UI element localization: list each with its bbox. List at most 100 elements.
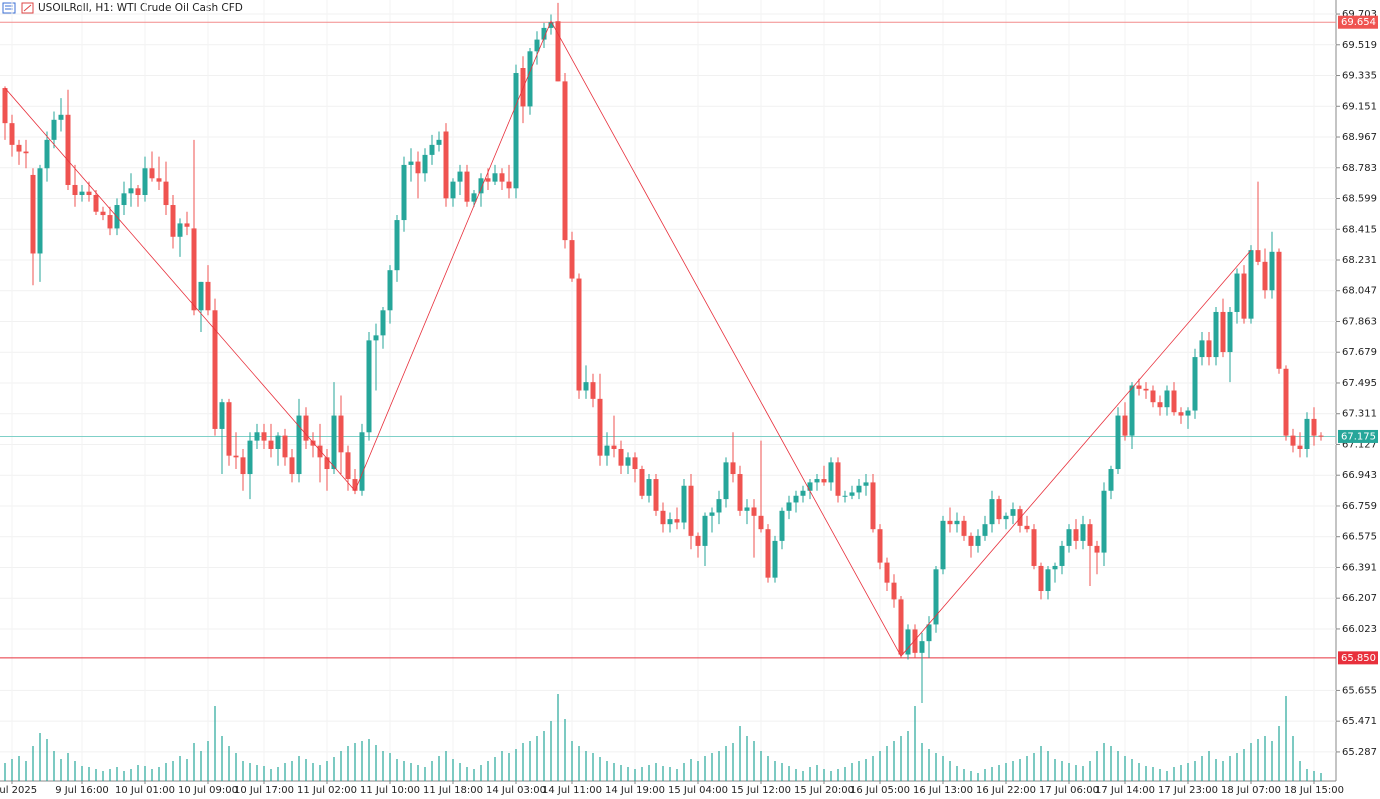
y-tick-label: 68.231 [1342, 255, 1377, 266]
candle-body [1234, 273, 1240, 312]
volume-bar [1236, 753, 1238, 781]
volume-bar [123, 771, 125, 781]
volume-bar [697, 761, 699, 781]
candle-body [296, 415, 302, 475]
volume-bar [837, 769, 839, 781]
chart-title: USOILRoll, H1: WTI Crude Oil Cash CFD [38, 2, 243, 14]
volume-bar [375, 745, 377, 781]
volume-bar [1124, 756, 1126, 781]
candle-body [1150, 390, 1156, 403]
volume-bar [760, 751, 762, 781]
candle-body [1297, 445, 1303, 449]
volume-bar [578, 746, 580, 781]
candle-body [1164, 390, 1170, 408]
volume-bar [431, 761, 433, 781]
candle-body [618, 448, 624, 466]
candle-body [702, 515, 708, 546]
candle-body [1038, 565, 1044, 592]
volume-bar [382, 751, 384, 781]
candle-body [828, 462, 834, 483]
candle-body [1276, 251, 1282, 369]
candle-body [989, 499, 995, 525]
volume-bar [907, 731, 909, 781]
candle-body [1318, 435, 1324, 437]
candle-body [919, 641, 925, 653]
x-tick-label: 16 Jul 13:00 [913, 785, 973, 796]
x-tick-label: 17 Jul 06:00 [1039, 785, 1099, 796]
x-tick-label: 11 Jul 18:00 [423, 785, 483, 796]
volume-bar [690, 759, 692, 781]
candle-body [373, 335, 379, 341]
candle-body [758, 515, 764, 530]
y-tick-label: 66.943 [1342, 470, 1377, 481]
volume-bar [1047, 751, 1049, 781]
volume-bar [1061, 761, 1063, 781]
volume-bar [1089, 761, 1091, 781]
volume-bar [228, 746, 230, 781]
y-tick-label: 68.967 [1342, 132, 1377, 143]
volume-bar [753, 741, 755, 781]
volume-bar [844, 767, 846, 781]
volume-bar [501, 751, 503, 781]
candle-body [1059, 545, 1065, 566]
volume-bar [459, 763, 461, 781]
price-label: 69.654 [1341, 17, 1376, 28]
volume-bar [39, 733, 41, 781]
candle-body [765, 529, 771, 578]
volume-bar [368, 739, 370, 781]
volume-bar [571, 741, 573, 781]
candle-body [1094, 545, 1100, 553]
volume-bar [1313, 771, 1315, 781]
volume-bar [1054, 759, 1056, 781]
candle-body [443, 131, 449, 199]
volume-bar [921, 743, 923, 781]
volume-bar [396, 759, 398, 781]
candle-body [1178, 412, 1184, 416]
grid [0, 0, 1336, 781]
volume-bar [1082, 766, 1084, 781]
candle-body [1136, 385, 1142, 389]
volume-bar [4, 763, 6, 781]
candle-body [499, 173, 505, 182]
candle-body [247, 440, 253, 475]
volume-bar [144, 766, 146, 781]
candle-body [324, 457, 330, 470]
candle-body [275, 435, 281, 449]
volume-bar [1012, 761, 1014, 781]
candle-body [1031, 529, 1037, 566]
candle-body [807, 482, 813, 491]
candle-body [520, 68, 526, 107]
volume-bar [340, 751, 342, 781]
volume-bar [900, 736, 902, 781]
volume-bar [627, 767, 629, 781]
candle-body [1262, 261, 1268, 291]
volume-bar [361, 741, 363, 781]
volume-bar [984, 769, 986, 781]
volume-bar [620, 765, 622, 781]
candle-body [835, 462, 841, 496]
candle-body [842, 495, 848, 497]
candle-body [408, 161, 414, 165]
volume-bar [1194, 761, 1196, 781]
candle-body [954, 520, 960, 525]
volume-bar [1040, 746, 1042, 781]
candle-body [380, 310, 386, 336]
volume-bar [1026, 756, 1028, 781]
volume-bar [977, 773, 979, 781]
x-tick-label: 10 Jul 09:00 [178, 785, 238, 796]
candle-body [1087, 524, 1093, 546]
candle-body [996, 499, 1002, 520]
x-tick-label: 17 Jul 14:00 [1095, 785, 1155, 796]
y-tick-label: 69.519 [1342, 40, 1377, 51]
candle-body [730, 462, 736, 475]
candle-body [170, 205, 176, 237]
candle-body [65, 114, 71, 185]
candle-body [464, 171, 470, 202]
candle-body [219, 402, 225, 429]
volume-bar [746, 736, 748, 781]
x-tick-label: 10 Jul 01:00 [115, 785, 175, 796]
candle-body [772, 540, 778, 578]
volume-bar [823, 769, 825, 781]
candle-body [485, 178, 491, 182]
volume-bar [858, 761, 860, 781]
